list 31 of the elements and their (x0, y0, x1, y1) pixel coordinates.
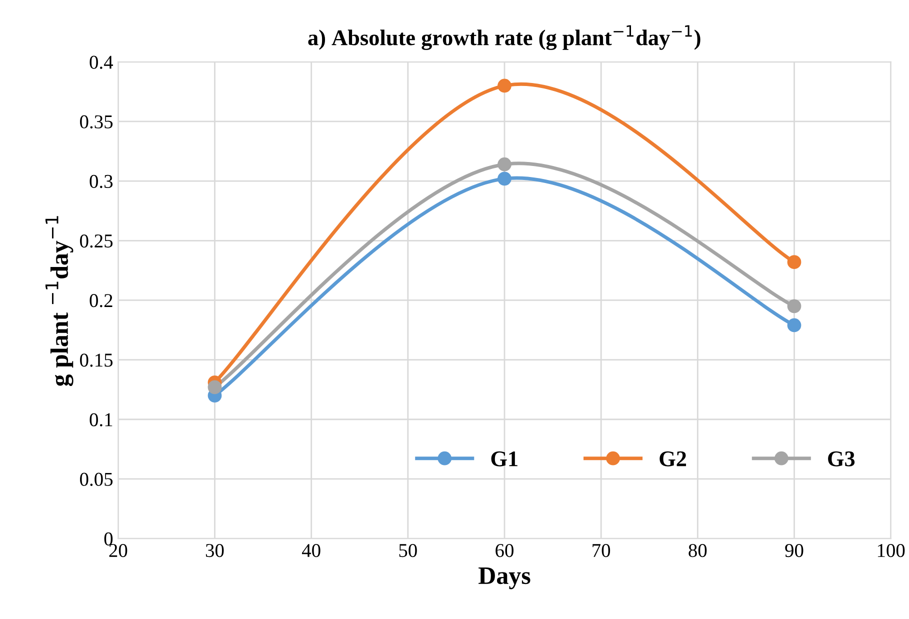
y-tick-label: 0.35 (80, 115, 113, 128)
legend-label: G3 (828, 451, 855, 466)
y-tick-label: 0.2 (90, 294, 112, 308)
chart-title: a) Absolute growth rate (g plant$^{−1}$day$^{−1}$) (308, 25, 700, 50)
point (787, 299, 802, 314)
y-tick-label: 0.15 (80, 354, 113, 367)
y-tick-label: 0.05 (80, 472, 113, 486)
legend-label: G1 (491, 451, 518, 466)
y-tick-label: 0 (104, 532, 113, 546)
y-tick-label: 0.25 (80, 234, 113, 248)
point (208, 380, 222, 394)
x-tick-label: 100 (878, 544, 905, 558)
x-tick-label: 40 (302, 544, 320, 558)
y-tick-label: 0.1 (90, 413, 112, 426)
point (498, 172, 512, 186)
x-tick-label: 90 (785, 544, 804, 558)
point (787, 318, 802, 332)
legend-label: G2 (660, 451, 686, 466)
point (498, 78, 512, 93)
y-tick-label: 0.3 (90, 174, 113, 188)
x-axis-title: Days (478, 567, 530, 590)
y-tick-label: 0.4 (90, 56, 114, 69)
point (787, 255, 802, 270)
x-tick-label: 70 (592, 544, 610, 558)
x-tick-label: 30 (206, 544, 224, 558)
y-axis-title: g plant $^{−1}$day$^{−1}$ (45, 216, 74, 386)
x-tick-label: 20 (109, 544, 128, 558)
x-tick-label: 80 (688, 544, 707, 558)
x-tick-label: 50 (399, 544, 417, 558)
point (498, 157, 512, 172)
x-tick-label: 60 (496, 544, 514, 558)
